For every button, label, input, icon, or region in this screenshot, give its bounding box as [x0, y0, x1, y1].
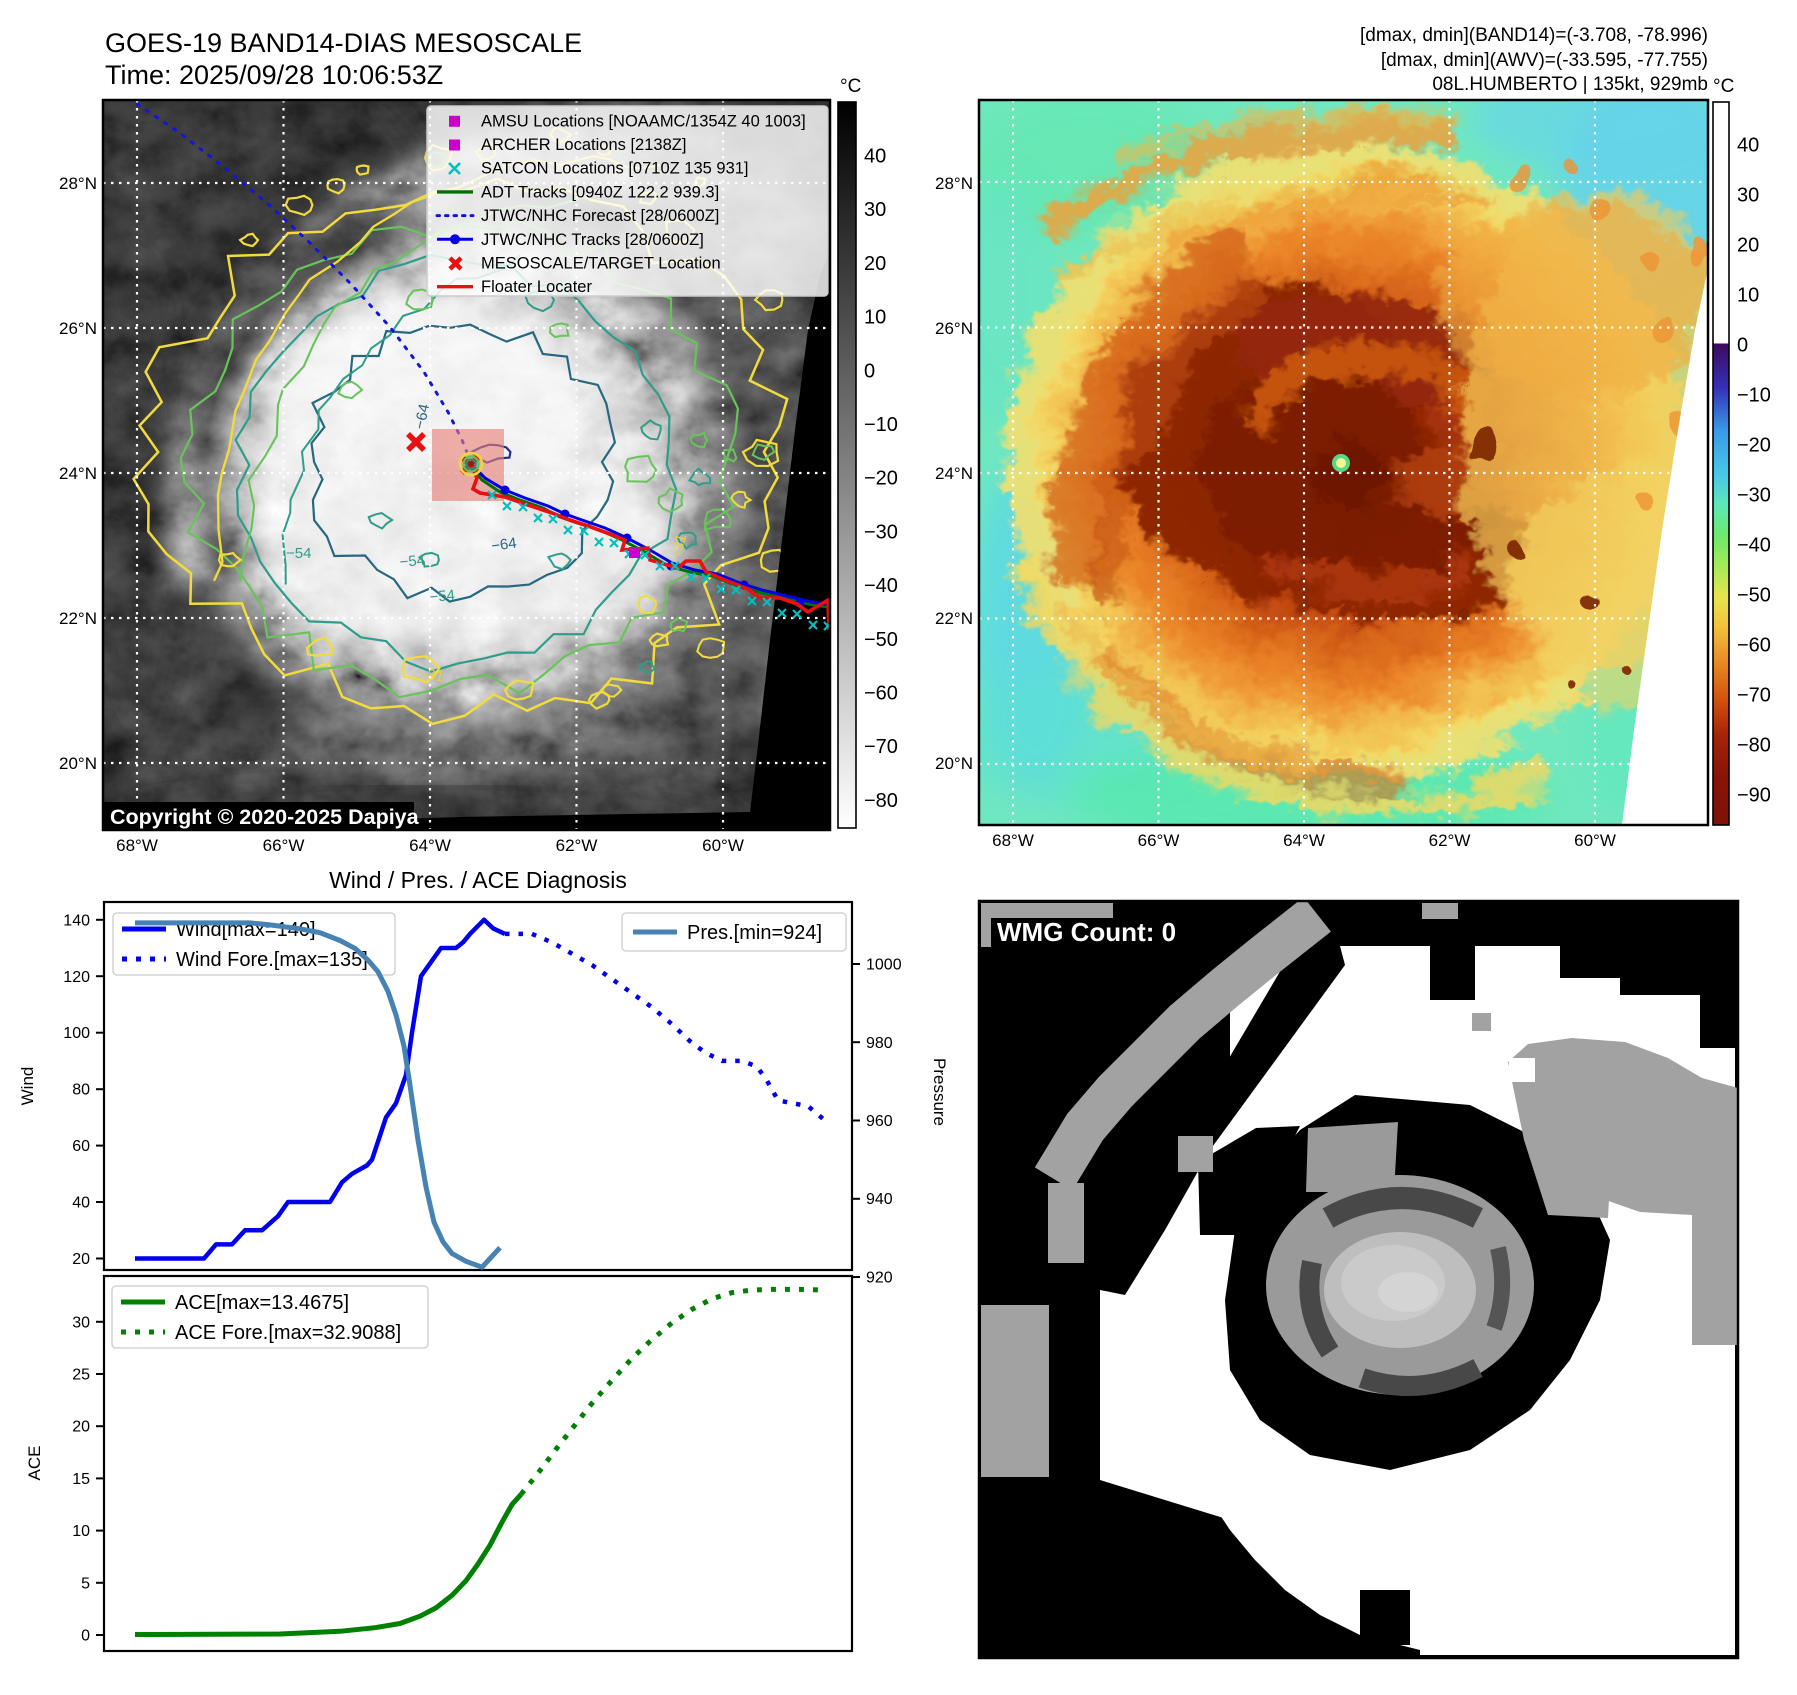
svg-text:−54: −54 — [286, 545, 311, 562]
svg-text:22°N: 22°N — [935, 609, 973, 628]
svg-text:5: 5 — [81, 1575, 90, 1592]
svg-text:24°N: 24°N — [935, 464, 973, 483]
svg-text:MESOSCALE/TARGET Location: MESOSCALE/TARGET Location — [481, 255, 721, 273]
svg-text:−80: −80 — [1737, 735, 1771, 757]
svg-text:68°W: 68°W — [992, 831, 1034, 850]
svg-text:24°N: 24°N — [59, 464, 97, 483]
svg-text:−54: −54 — [429, 587, 456, 606]
svg-text:980: 980 — [866, 1035, 893, 1052]
svg-text:30: 30 — [864, 199, 886, 221]
svg-text:80: 80 — [72, 1082, 90, 1099]
svg-text:10: 10 — [1737, 285, 1759, 307]
svg-text:ARCHER Locations [2138Z]: ARCHER Locations [2138Z] — [481, 136, 686, 154]
svg-text:26°N: 26°N — [59, 319, 97, 338]
svg-text:40: 40 — [864, 146, 886, 168]
svg-text:−31: −31 — [667, 532, 690, 561]
svg-text:Pres.[min=924]: Pres.[min=924] — [687, 922, 822, 944]
svg-text:62°W: 62°W — [1429, 831, 1471, 850]
svg-text:[dmax, dmin](AWV)=(-33.595, -7: [dmax, dmin](AWV)=(-33.595, -77.755) — [1381, 50, 1708, 71]
svg-text:40: 40 — [72, 1195, 90, 1212]
svg-text:Time: 2025/09/28 10:06:53Z: Time: 2025/09/28 10:06:53Z — [105, 60, 443, 90]
svg-text:−40: −40 — [1737, 535, 1771, 557]
svg-text:ACE Fore.[max=32.9088]: ACE Fore.[max=32.9088] — [175, 1322, 401, 1344]
svg-text:0: 0 — [864, 360, 875, 382]
svg-text:−64: −64 — [411, 402, 433, 430]
svg-text:JTWC/NHC Forecast [28/0600Z]: JTWC/NHC Forecast [28/0600Z] — [481, 207, 719, 225]
svg-text:−54: −54 — [399, 552, 426, 571]
svg-text:08L.HUMBERTO | 135kt, 929mb: 08L.HUMBERTO | 135kt, 929mb — [1432, 74, 1708, 95]
svg-text:64°W: 64°W — [409, 836, 451, 855]
svg-text:ACE[max=13.4675]: ACE[max=13.4675] — [175, 1292, 349, 1314]
svg-text:AMSU Locations [NOAAMC/1354Z 4: AMSU Locations [NOAAMC/1354Z 40 1003] — [481, 112, 806, 130]
svg-text:28°N: 28°N — [935, 174, 973, 193]
svg-text:60°W: 60°W — [702, 836, 744, 855]
svg-text:0: 0 — [81, 1628, 90, 1645]
svg-text:1000: 1000 — [866, 957, 902, 974]
svg-text:Wind / Pres. / ACE Diagnosis: Wind / Pres. / ACE Diagnosis — [329, 867, 627, 893]
svg-text:0: 0 — [1737, 335, 1748, 357]
svg-text:30: 30 — [72, 1314, 90, 1331]
svg-text:Floater Locater: Floater Locater — [481, 278, 592, 296]
svg-text:26°N: 26°N — [935, 319, 973, 338]
svg-text:°C: °C — [840, 76, 861, 97]
svg-text:10: 10 — [72, 1523, 90, 1540]
svg-text:20: 20 — [72, 1419, 90, 1436]
svg-text:Wind: Wind — [18, 1067, 37, 1106]
svg-text:−60: −60 — [864, 683, 898, 705]
svg-text:GOES-19 BAND14-DIAS MESOSCALE: GOES-19 BAND14-DIAS MESOSCALE — [105, 28, 582, 58]
svg-text:−70: −70 — [864, 736, 898, 758]
svg-text:−60: −60 — [1737, 635, 1771, 657]
svg-text:−30: −30 — [1737, 485, 1771, 507]
svg-text:30: 30 — [1737, 185, 1759, 207]
svg-text:−40: −40 — [864, 575, 898, 597]
svg-text:64°W: 64°W — [1283, 831, 1325, 850]
svg-text:ACE: ACE — [25, 1446, 44, 1481]
svg-text:Copyright © 2020-2025 Dapiya: Copyright © 2020-2025 Dapiya — [110, 805, 420, 829]
svg-text:62°W: 62°W — [556, 836, 598, 855]
svg-text:68°W: 68°W — [116, 836, 158, 855]
svg-text:15: 15 — [72, 1471, 90, 1488]
svg-text:WMG Count: 0: WMG Count: 0 — [997, 917, 1176, 947]
svg-text:−70: −70 — [1737, 685, 1771, 707]
svg-text:20°N: 20°N — [59, 754, 97, 773]
svg-text:66°W: 66°W — [1138, 831, 1180, 850]
svg-text:120: 120 — [63, 969, 90, 986]
svg-text:60: 60 — [72, 1138, 90, 1155]
svg-text:−64: −64 — [490, 535, 518, 555]
svg-text:−50: −50 — [1737, 585, 1771, 607]
svg-text:−20: −20 — [864, 468, 898, 490]
svg-text:40: 40 — [1737, 135, 1759, 157]
svg-text:920: 920 — [866, 1270, 893, 1287]
svg-text:JTWC/NHC Tracks [28/0600Z]: JTWC/NHC Tracks [28/0600Z] — [481, 231, 704, 249]
svg-text:28°N: 28°N — [59, 174, 97, 193]
svg-text:[dmax, dmin](BAND14)=(-3.708,: [dmax, dmin](BAND14)=(-3.708, -78.996) — [1360, 25, 1708, 46]
svg-text:20: 20 — [864, 253, 886, 275]
svg-text:960: 960 — [866, 1113, 893, 1130]
svg-text:25: 25 — [72, 1367, 90, 1384]
svg-text:100: 100 — [63, 1025, 90, 1042]
svg-text:60°W: 60°W — [1574, 831, 1616, 850]
svg-text:−10: −10 — [1737, 385, 1771, 407]
svg-text:−50: −50 — [864, 629, 898, 651]
svg-text:Wind Fore.[max=135]: Wind Fore.[max=135] — [176, 949, 368, 971]
svg-text:−10: −10 — [864, 414, 898, 436]
svg-text:−80: −80 — [864, 790, 898, 812]
svg-text:−20: −20 — [1737, 435, 1771, 457]
svg-text:66°W: 66°W — [263, 836, 305, 855]
svg-text:−30: −30 — [864, 521, 898, 543]
svg-text:Pressure: Pressure — [930, 1058, 949, 1126]
svg-text:20: 20 — [72, 1251, 90, 1268]
svg-text:−31: −31 — [417, 665, 445, 685]
svg-text:SATCON Locations [0710Z 135 93: SATCON Locations [0710Z 135 931] — [481, 160, 749, 178]
svg-text:10: 10 — [864, 307, 886, 329]
svg-text:°C: °C — [1713, 76, 1734, 97]
svg-text:20°N: 20°N — [935, 754, 973, 773]
svg-text:ADT Tracks [0940Z 122.2 939.3]: ADT Tracks [0940Z 122.2 939.3] — [481, 183, 719, 201]
svg-text:22°N: 22°N — [59, 609, 97, 628]
svg-text:940: 940 — [866, 1191, 893, 1208]
svg-text:140: 140 — [63, 912, 90, 929]
svg-text:−90: −90 — [1737, 785, 1771, 807]
svg-text:20: 20 — [1737, 235, 1759, 257]
